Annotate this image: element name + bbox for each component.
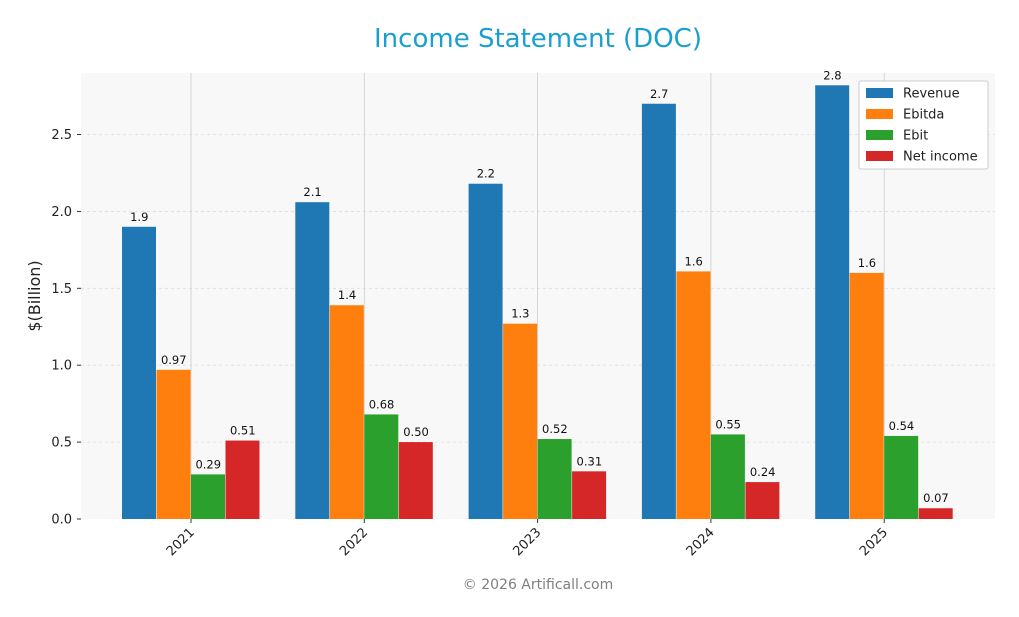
bar-ebitda-2022 <box>329 305 364 519</box>
bar-value-label: 0.97 <box>161 353 187 367</box>
bar-revenue-2022 <box>295 202 330 519</box>
bar-value-label: 0.51 <box>230 424 256 438</box>
bar-value-label: 0.07 <box>923 491 949 505</box>
x-tick-label: 2025 <box>857 525 891 559</box>
y-axis: 0.0 0.5 1.0 1.5 2.0 2.5 <box>51 128 81 528</box>
bar-value-label: 0.55 <box>715 417 741 431</box>
bar-revenue-2021 <box>122 226 156 520</box>
bar-net-income-2021 <box>225 440 260 519</box>
legend-label: Revenue <box>903 87 960 102</box>
bar-net-income-2022 <box>398 442 433 519</box>
legend-swatch <box>866 151 893 161</box>
bars <box>122 85 953 520</box>
bar-value-label: 0.68 <box>369 397 395 411</box>
x-axis: 2021 2022 2023 2024 2025 <box>164 519 891 559</box>
bar-value-label: 0.24 <box>750 465 776 479</box>
y-tick-label: 2.0 <box>51 205 72 220</box>
y-axis-label: $(Billion) <box>25 260 44 331</box>
y-tick-label: 0.0 <box>51 513 72 528</box>
bar-value-label: 1.3 <box>511 307 529 321</box>
bar-ebit-2025 <box>884 435 919 519</box>
legend-label: Ebitda <box>903 108 944 123</box>
bar-revenue-2023 <box>468 183 503 520</box>
y-tick-label: 1.5 <box>51 282 72 297</box>
bar-value-label: 1.6 <box>685 254 703 268</box>
footer-credit: © 2026 Artificall.com <box>463 577 613 593</box>
legend: Revenue Ebitda Ebit Net income <box>858 80 989 170</box>
x-tick-label: 2023 <box>510 525 544 559</box>
bar-value-label: 1.6 <box>858 256 876 270</box>
bar-value-label: 2.2 <box>477 167 495 181</box>
x-tick-label: 2021 <box>164 525 198 559</box>
legend-label: Net income <box>903 150 978 165</box>
legend-box <box>858 80 989 170</box>
bar-revenue-2024 <box>641 103 676 520</box>
bar-value-label: 2.8 <box>823 68 841 82</box>
bar-value-label: 2.7 <box>650 87 668 101</box>
bar-value-label: 0.29 <box>195 457 221 471</box>
bar-ebitda-2024 <box>676 271 711 519</box>
bar-ebitda-2023 <box>503 323 538 519</box>
legend-swatch <box>866 130 893 140</box>
bar-net-income-2023 <box>572 471 607 519</box>
bar-value-label: 0.52 <box>542 422 568 436</box>
bar-value-label: 2.1 <box>303 185 321 199</box>
chart-title: Income Statement (DOC) <box>374 24 702 54</box>
bar-ebitda-2025 <box>849 272 884 519</box>
x-tick-label: 2022 <box>337 525 371 559</box>
bar-value-label: 0.50 <box>403 425 429 439</box>
bar-ebit-2021 <box>191 474 225 519</box>
bar-revenue-2025 <box>815 85 850 519</box>
bar-ebit-2024 <box>710 434 745 519</box>
legend-swatch <box>866 109 893 119</box>
legend-label: Ebit <box>903 129 928 144</box>
bar-value-label: 1.4 <box>338 288 356 302</box>
bar-ebitda-2021 <box>156 369 191 519</box>
y-tick-label: 2.5 <box>51 128 72 143</box>
data-labels: 1.9 2.1 2.2 2.7 2.8 0.97 1.4 1.3 1.6 1.6 0.29 0.68 0… <box>130 68 949 505</box>
y-tick-label: 0.5 <box>51 436 72 451</box>
bar-ebit-2023 <box>537 439 572 519</box>
y-tick-label: 1.0 <box>51 359 72 374</box>
bar-net-income-2025 <box>918 508 953 519</box>
bar-net-income-2024 <box>745 482 780 519</box>
bar-value-label: 0.54 <box>889 419 915 433</box>
legend-swatch <box>866 88 893 98</box>
x-tick-label: 2024 <box>684 525 718 559</box>
bar-ebit-2022 <box>364 414 399 519</box>
bar-value-label: 1.9 <box>130 210 148 224</box>
bar-value-label: 0.31 <box>577 454 603 468</box>
